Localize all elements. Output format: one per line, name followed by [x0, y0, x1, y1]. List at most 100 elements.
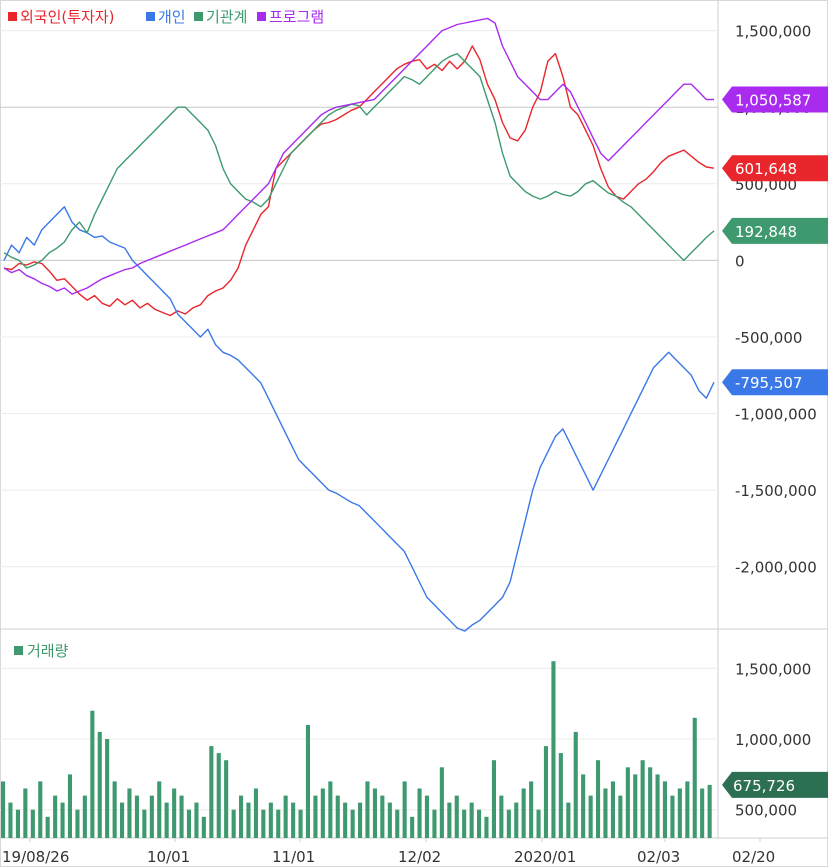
volume-bar: [82, 795, 87, 838]
volume-bar: [685, 781, 690, 838]
volume-bar: [395, 809, 400, 838]
y-tick-label: 1,000,000: [735, 731, 811, 749]
y-tick-label: 0: [735, 252, 745, 270]
tag-label: 675,726: [733, 777, 795, 795]
volume-bar: [320, 788, 325, 838]
volume-bar: [15, 809, 20, 838]
volume-bar: [477, 809, 482, 838]
volume-bar: [305, 724, 310, 838]
line-panel: 1,500,0001,000,000500,0000-500,000-1,000…: [0, 8, 828, 632]
tag-shape: [722, 86, 828, 113]
last-value-tag-3: 1,050,587: [722, 86, 828, 113]
volume-bar: [112, 781, 117, 838]
volume-bar: [447, 802, 452, 838]
volume-bar: [276, 809, 281, 838]
volume-bar: [358, 802, 363, 838]
tag-label: 601,648: [735, 160, 797, 178]
volume-bar: [491, 760, 496, 838]
volume-bar: [618, 795, 623, 838]
x-tick-label: 19/08/26: [2, 848, 69, 866]
volume-bar: [677, 788, 682, 838]
volume-bar: [402, 781, 407, 838]
volume-bar: [573, 731, 578, 838]
x-tick-label: 11/01: [272, 848, 315, 866]
volume-bar: [484, 816, 489, 838]
legend-swatch-1: [146, 12, 155, 21]
volume-bar: [588, 795, 593, 838]
volume-bar: [97, 731, 102, 838]
tag-shape: [722, 217, 828, 244]
volume-bar: [67, 774, 72, 838]
series-line-0: [3, 45, 715, 317]
volume-bar: [246, 802, 251, 838]
volume-last-tag: 675,726: [722, 771, 828, 798]
volume-bar: [45, 816, 50, 838]
volume-bar: [201, 816, 206, 838]
volume-bar: [551, 661, 556, 838]
volume-bar: [454, 795, 459, 838]
volume-bar: [529, 781, 534, 838]
legend-swatch-0: [8, 12, 17, 21]
volume-bar: [291, 802, 296, 838]
y-tick-label: 1,500,000: [735, 23, 811, 41]
volume-bar: [224, 760, 229, 838]
volume-bar: [596, 760, 601, 838]
volume-bar: [558, 753, 563, 838]
volume-bar: [521, 788, 526, 838]
volume-bar: [30, 809, 35, 838]
volume-bar: [633, 774, 638, 838]
volume-bar: [142, 809, 147, 838]
series-line-2: [3, 52, 715, 269]
volume-bar: [514, 802, 519, 838]
volume-bar: [53, 795, 58, 838]
x-tick-label: 02/20: [732, 848, 775, 866]
volume-bar: [603, 788, 608, 838]
volume-bar: [149, 795, 154, 838]
tag-label: 192,848: [735, 223, 797, 241]
series-line-3: [3, 17, 715, 295]
volume-bar: [536, 809, 541, 838]
volume-bar: [581, 774, 586, 838]
tag-shape: [722, 369, 828, 396]
volume-bar: [90, 710, 95, 838]
volume-bar: [610, 781, 615, 838]
legend-label-0: 외국인(투자자): [20, 8, 115, 26]
tag-label: -795,507: [735, 374, 802, 392]
volume-bar: [134, 795, 139, 838]
legend-label-2: 기관계: [206, 8, 247, 26]
volume-bar: [105, 739, 110, 838]
volume-bar: [313, 795, 318, 838]
volume-bar: [499, 795, 504, 838]
volume-bar: [328, 781, 333, 838]
volume-bar: [670, 795, 675, 838]
volume-bar: [417, 788, 422, 838]
volume-bar: [648, 767, 653, 838]
volume-bar: [380, 795, 385, 838]
volume-bar: [231, 809, 236, 838]
y-tick-label: -1,000,000: [735, 406, 817, 424]
volume-bar: [506, 809, 511, 838]
volume-bar: [239, 795, 244, 838]
volume-bar: [216, 753, 221, 838]
legend-label-1: 개인: [158, 8, 186, 26]
volume-panel: 1,500,000 1,000,000 500,000 거래량 675,726: [0, 642, 828, 838]
volume-bar: [432, 809, 437, 838]
y-tick-label: -1,500,000: [735, 482, 817, 500]
volume-bar: [127, 788, 132, 838]
volume-bar: [172, 788, 177, 838]
x-tick-label: 10/01: [147, 848, 190, 866]
volume-bar: [8, 802, 13, 838]
volume-bar: [157, 781, 162, 838]
volume-bar: [1, 781, 6, 838]
y-tick-label: -2,000,000: [735, 559, 817, 577]
volume-bar: [60, 802, 65, 838]
volume-bar: [410, 816, 415, 838]
legend-label-3: 프로그램: [269, 8, 324, 26]
volume-bar: [261, 809, 266, 838]
volume-bar: [283, 795, 288, 838]
tag-label: 1,050,587: [735, 91, 811, 109]
volume-bar: [387, 802, 392, 838]
